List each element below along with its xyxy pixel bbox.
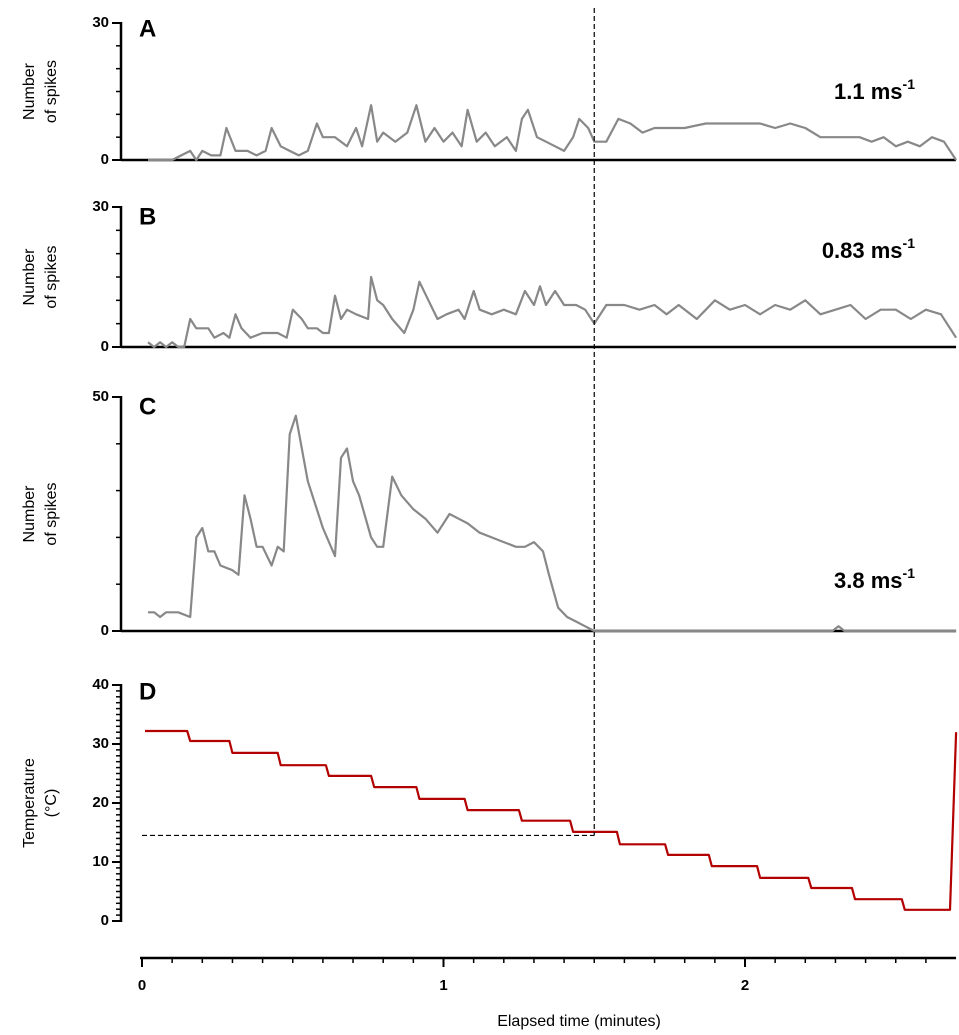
annotation-text: 3.8 ms: [834, 568, 903, 593]
y-tick-label: 20: [92, 794, 109, 811]
y-tick-label: 0: [101, 338, 109, 355]
y-axis-label: of spikes: [43, 245, 60, 308]
y-axis-label: of spikes: [43, 60, 60, 123]
y-axis-label: Temperature: [21, 758, 38, 848]
annotation-superscript: -1: [903, 76, 916, 92]
y-tick-label: 0: [101, 912, 109, 929]
y-tick-label: 30: [92, 735, 109, 752]
y-axis-label: (°C): [43, 789, 60, 818]
x-tick-label: 0: [138, 977, 146, 994]
data-line: [148, 414, 957, 633]
y-axis-label: Number: [21, 62, 38, 120]
y-axis-label: Number: [21, 485, 38, 543]
annotation-superscript: -1: [903, 235, 916, 251]
annotation: 3.8 ms-1: [834, 565, 915, 593]
panel-letter: A: [139, 15, 156, 42]
data-line: [145, 729, 958, 911]
x-axis-label: Elapsed time (minutes): [497, 1013, 661, 1030]
annotation-text: 0.83 ms: [822, 238, 903, 263]
annotation-superscript: -1: [903, 565, 916, 581]
panel-letter: B: [139, 203, 156, 230]
y-tick-label: 0: [101, 622, 109, 639]
y-tick-label: 10: [92, 853, 109, 870]
y-tick-label: 50: [92, 388, 109, 405]
data-line: [148, 104, 958, 162]
annotation: 1.1 ms-1: [834, 76, 915, 104]
annotation-text: 1.1 ms: [834, 79, 903, 104]
y-tick-label: 30: [92, 198, 109, 215]
panel-letter: C: [139, 393, 156, 420]
panel-letter: D: [139, 678, 156, 705]
annotation: 0.83 ms-1: [822, 235, 915, 263]
y-tick-label: 0: [101, 151, 109, 168]
x-tick-label: 2: [741, 977, 749, 994]
data-line: [147, 275, 958, 349]
y-axis-label: Number: [21, 248, 38, 306]
y-tick-label: 30: [92, 14, 109, 31]
y-tick-label: 40: [92, 676, 109, 693]
x-tick-label: 1: [439, 977, 447, 994]
y-axis-label: of spikes: [43, 482, 60, 545]
